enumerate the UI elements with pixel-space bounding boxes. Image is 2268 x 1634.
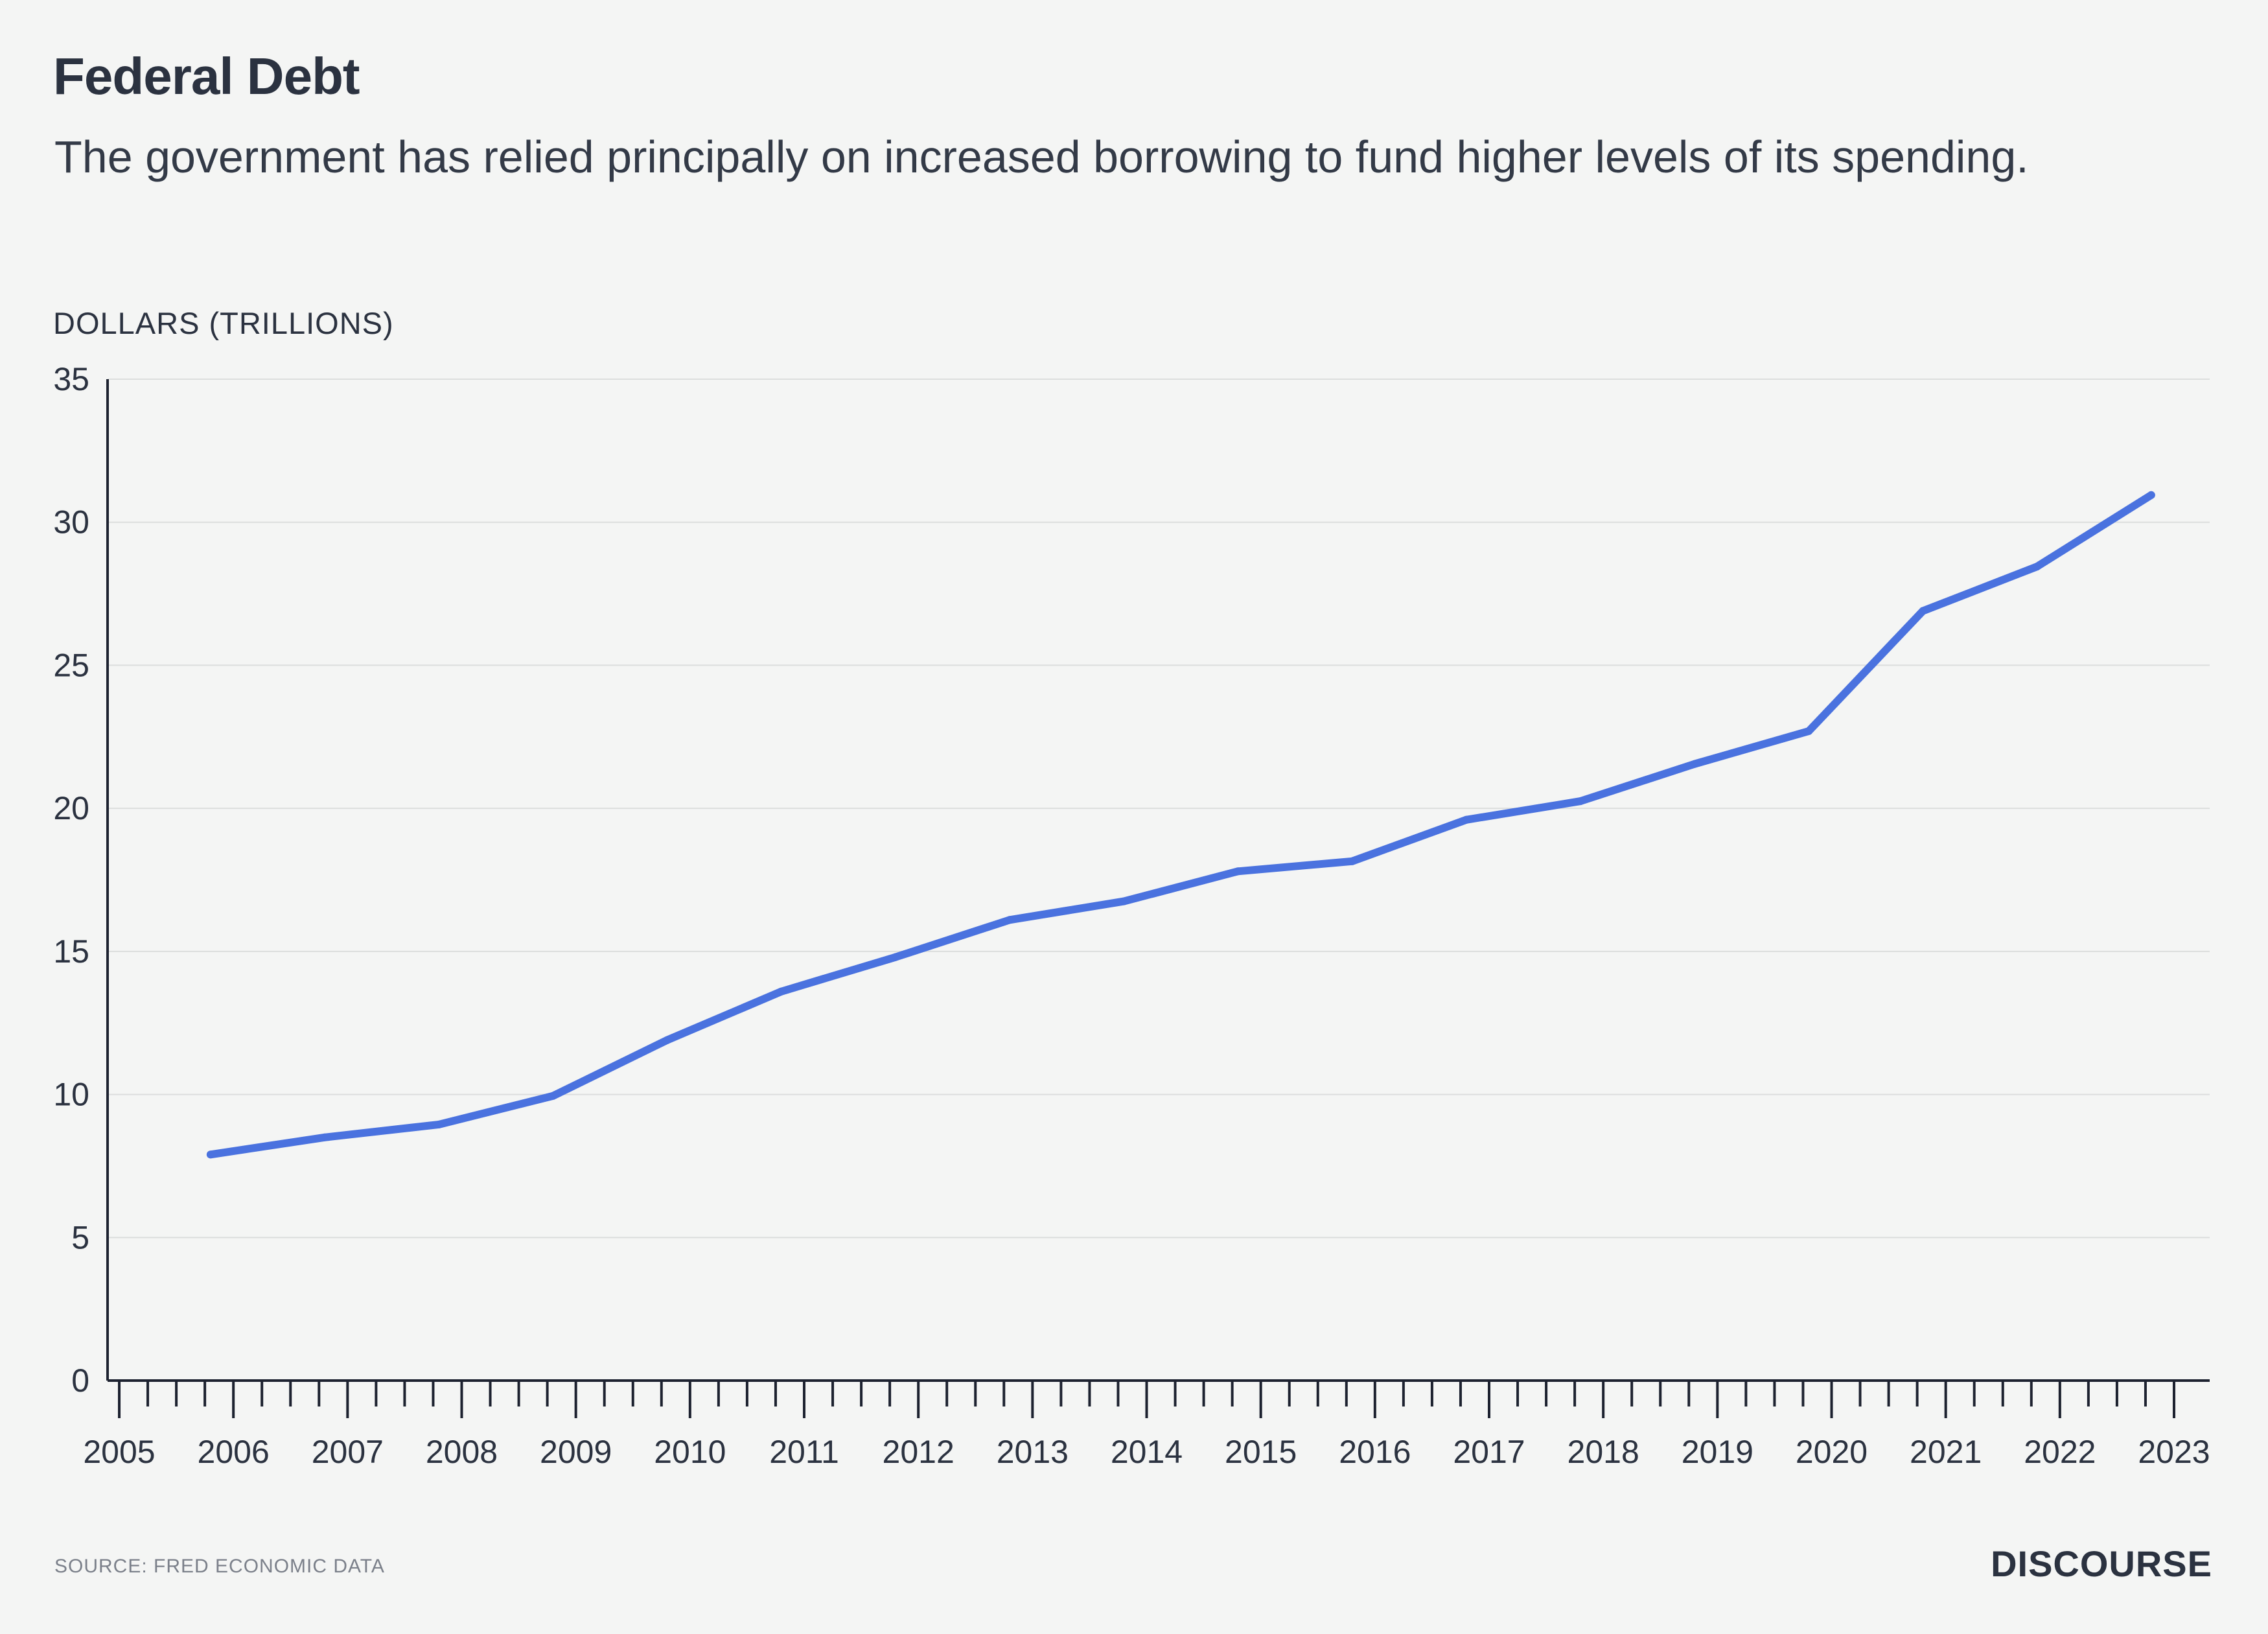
x-axis-ticks bbox=[118, 1381, 2175, 1418]
data-point bbox=[1006, 916, 1014, 924]
x-tick-label: 2014 bbox=[1111, 1434, 1183, 1470]
data-point bbox=[1462, 815, 1470, 824]
series-layer bbox=[206, 491, 2155, 1159]
x-tick-label: 2020 bbox=[1796, 1434, 1868, 1470]
x-tick-label: 2021 bbox=[1910, 1434, 1982, 1470]
y-tick-label: 10 bbox=[53, 1077, 89, 1113]
data-point bbox=[1348, 857, 1356, 865]
brand-logo: DISCOURSE bbox=[1991, 1543, 2212, 1584]
data-point bbox=[1234, 867, 1242, 876]
x-tick-labels: 2005 2006 2007 2008 2009 2010 2011 2012 2013 2014… bbox=[83, 1434, 2210, 1470]
x-tick-label: 2013 bbox=[997, 1434, 1069, 1470]
y-tick-label: 30 bbox=[53, 504, 89, 541]
x-tick-label: 2006 bbox=[198, 1434, 270, 1470]
data-point bbox=[1576, 797, 1584, 806]
data-point bbox=[1120, 897, 1128, 905]
y-tick-label: 15 bbox=[53, 933, 89, 970]
data-point bbox=[777, 987, 785, 996]
x-tick-label: 2019 bbox=[1682, 1434, 1753, 1470]
x-tick-label: 2016 bbox=[1339, 1434, 1411, 1470]
x-tick-label: 2005 bbox=[83, 1434, 155, 1470]
x-tick-label: 2017 bbox=[1453, 1434, 1525, 1470]
x-tick-label: 2009 bbox=[540, 1434, 612, 1470]
source-note: SOURCE: FRED ECONOMIC DATA bbox=[54, 1556, 385, 1577]
y-tick-label: 5 bbox=[71, 1219, 89, 1255]
data-point bbox=[2033, 563, 2041, 571]
x-tick-label: 2008 bbox=[426, 1434, 498, 1470]
y-tick-label: 20 bbox=[53, 790, 89, 826]
data-point bbox=[663, 1036, 671, 1044]
data-point bbox=[1691, 760, 1699, 768]
data-point bbox=[206, 1150, 214, 1159]
x-tick-label: 2010 bbox=[654, 1434, 726, 1470]
series-line bbox=[206, 491, 2155, 1159]
x-tick-label: 2012 bbox=[883, 1434, 955, 1470]
data-point bbox=[549, 1091, 557, 1100]
gridlines bbox=[108, 379, 2210, 1239]
data-point bbox=[321, 1133, 329, 1141]
x-tick-label: 2011 bbox=[769, 1434, 839, 1470]
data-point bbox=[891, 953, 899, 961]
y-tick-labels: 0 5 10 15 20 25 30 35 bbox=[53, 361, 89, 1399]
x-tick-label: 2018 bbox=[1568, 1434, 1639, 1470]
x-tick-label: 2007 bbox=[312, 1434, 384, 1470]
data-point bbox=[1805, 727, 1813, 735]
x-tick-label: 2022 bbox=[2024, 1434, 2096, 1470]
data-point bbox=[2147, 491, 2155, 499]
chart-title: Federal Debt bbox=[53, 47, 360, 105]
data-point bbox=[1919, 607, 1927, 615]
chart-subtitle: The government has relied principally on… bbox=[54, 132, 2029, 182]
y-tick-label: 35 bbox=[53, 361, 89, 397]
data-point bbox=[435, 1120, 443, 1128]
x-tick-label: 2015 bbox=[1225, 1434, 1297, 1470]
y-tick-label: 0 bbox=[71, 1362, 89, 1399]
y-tick-label: 25 bbox=[53, 647, 89, 683]
x-tick-label: 2023 bbox=[2138, 1434, 2210, 1470]
y-axis-label: DOLLARS (TRILLIONS) bbox=[53, 306, 394, 340]
